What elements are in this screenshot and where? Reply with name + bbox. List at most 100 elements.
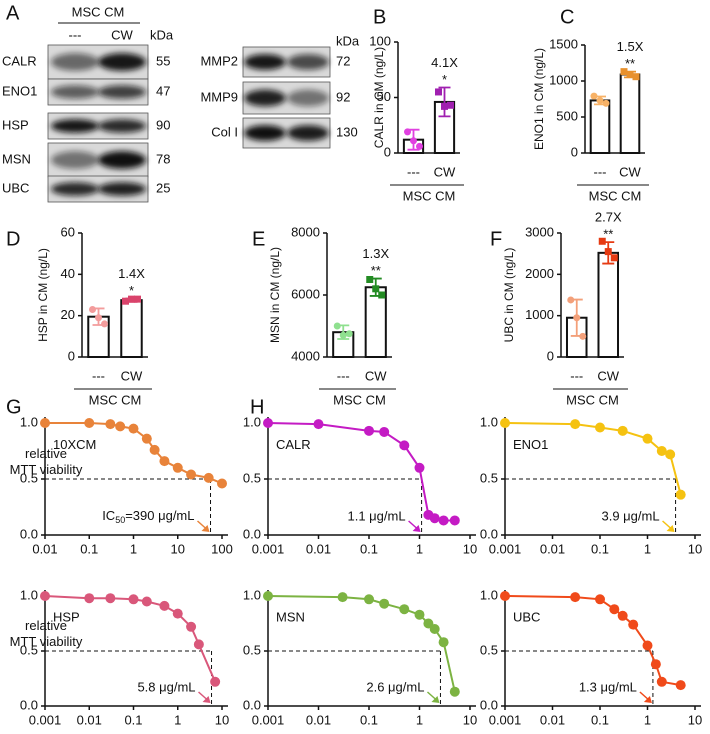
kda-unit: kDa — [150, 27, 174, 42]
x-tick-label: 0.1 — [591, 541, 609, 556]
data-point — [345, 330, 353, 338]
x-tick-label: 0.01 — [306, 541, 331, 556]
data-point — [186, 469, 197, 480]
data-point — [263, 591, 273, 601]
data-point — [84, 418, 95, 428]
data-point — [632, 73, 640, 81]
x-tick-label: --- — [337, 368, 350, 383]
arrow-head — [643, 696, 652, 703]
arrow-head — [431, 696, 440, 703]
data-point — [590, 92, 598, 100]
blot-band — [287, 125, 329, 141]
y-tick-label: 0.5 — [243, 470, 261, 485]
data-point — [573, 314, 581, 322]
significance: ** — [371, 263, 381, 278]
y-tick-label: 1.0 — [480, 414, 498, 429]
data-point — [567, 296, 575, 304]
bar — [589, 99, 611, 155]
series-line — [267, 595, 456, 692]
y-tick-label: 0.5 — [480, 470, 498, 485]
data-point — [414, 462, 425, 473]
group-label: MSC CM — [89, 392, 142, 407]
data-point — [617, 425, 628, 436]
panel-label: E — [252, 228, 265, 250]
y-axis-label: relative — [25, 618, 67, 633]
data-point — [598, 237, 606, 245]
data-point — [364, 594, 374, 605]
data-point — [500, 418, 510, 428]
blot-row-label: MMP2 — [200, 53, 238, 68]
data-point — [172, 608, 183, 619]
x-tick-label: 1 — [130, 541, 137, 556]
data-point — [628, 619, 639, 630]
x-tick-label: 10 — [215, 712, 229, 727]
data-point — [579, 332, 587, 340]
data-point — [626, 71, 634, 79]
x-tick-label: 1 — [644, 541, 651, 556]
x-tick-label: 0.001 — [252, 712, 285, 727]
fold-change: 1.3X — [362, 246, 389, 261]
blot-band — [244, 54, 286, 70]
y-tick-label: 8000 — [291, 224, 320, 239]
data-point — [149, 444, 160, 455]
data-point — [379, 426, 390, 437]
data-point — [410, 137, 417, 145]
y-tick-label: 1.0 — [243, 587, 261, 602]
x-tick-label: 0.01 — [32, 541, 57, 556]
panel-label: B — [373, 6, 386, 28]
blot-kda: 90 — [156, 117, 170, 132]
data-point — [602, 99, 610, 107]
y-axis-label: relative — [25, 446, 67, 461]
arrow-head — [201, 525, 210, 532]
bar — [619, 73, 641, 154]
x-tick-label: 0.001 — [252, 541, 285, 556]
panel-label: H — [250, 396, 264, 418]
data-point — [40, 591, 50, 601]
data-point — [596, 96, 604, 104]
panel-label: A — [6, 2, 20, 24]
y-tick-label: 0.0 — [243, 697, 261, 712]
data-point — [379, 598, 390, 609]
y-tick-label: 0 — [384, 144, 391, 159]
data-point — [416, 142, 423, 150]
x-tick-label: 0.01 — [540, 541, 565, 556]
y-tick-label: 0.0 — [243, 526, 261, 541]
data-point — [40, 418, 50, 428]
arrow-head — [666, 525, 675, 532]
blot-band — [244, 89, 286, 107]
data-point — [570, 592, 581, 603]
panel-label: F — [490, 228, 502, 250]
blot-band — [98, 151, 146, 169]
x-tick-label: 10 — [463, 712, 477, 727]
x-tick-label: CW — [121, 368, 143, 383]
x-tick-label: 0.1 — [80, 541, 98, 556]
blot-row-label: MMP9 — [200, 89, 238, 104]
data-point — [217, 478, 227, 489]
blot-row-label: ENO1 — [2, 83, 37, 98]
data-point — [193, 639, 204, 650]
data-point — [675, 489, 686, 500]
series-line — [504, 422, 682, 495]
y-tick-label: 0.5 — [20, 470, 38, 485]
blot-row-label: HSP — [2, 117, 29, 132]
fold-change: 4.1X — [431, 55, 458, 70]
blot-kda: 92 — [336, 89, 350, 104]
data-point — [337, 592, 348, 603]
x-tick-label: --- — [407, 164, 420, 179]
data-point — [665, 449, 676, 460]
data-point — [122, 297, 129, 305]
kda-unit: kDa — [336, 33, 360, 48]
arrow-head — [202, 696, 211, 703]
x-tick-label: 1 — [644, 712, 651, 727]
fold-change: 1.5X — [617, 39, 644, 54]
data-point — [364, 425, 374, 436]
fold-change: 1.4X — [118, 266, 145, 281]
y-tick-label: 6000 — [291, 286, 320, 301]
data-point — [366, 276, 374, 283]
y-axis-label: MTT viability — [10, 462, 83, 477]
y-tick-label: 40 — [61, 266, 75, 281]
series-label: CALR — [276, 437, 311, 452]
y-tick-label: 0.5 — [480, 642, 498, 657]
data-point — [435, 88, 442, 96]
